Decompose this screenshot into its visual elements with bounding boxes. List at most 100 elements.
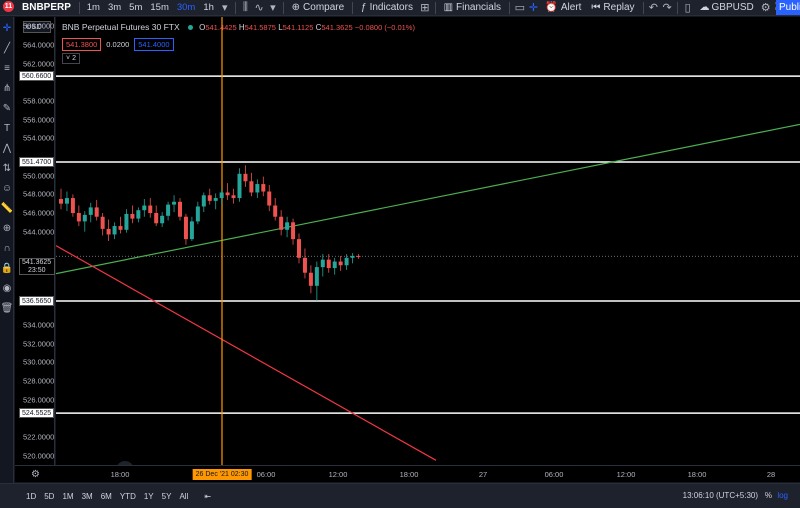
ask-price[interactable]: 541.4000 <box>134 38 174 51</box>
compare-symbol-button[interactable]: ☁ GBPUSD <box>695 0 759 15</box>
gear-icon[interactable]: ⚙ <box>15 465 56 482</box>
date-range-button[interactable]: 1Y <box>143 491 154 501</box>
chart-canvas[interactable] <box>56 17 800 465</box>
notification-badge[interactable]: 11 <box>3 0 14 12</box>
time-axis[interactable]: 18:00 06:00 12:00 18:00 27 06:00 12:00 18:00 28 … <box>56 465 800 482</box>
magnet-icon[interactable]: ∩ <box>3 243 11 254</box>
layout-icon[interactable]: ▭ <box>514 2 525 14</box>
currency-selector[interactable]: USD <box>23 21 51 33</box>
ruler-icon[interactable]: 📏 <box>0 203 14 214</box>
pitchfork-icon[interactable]: ⋔ <box>2 83 12 94</box>
open-label: O <box>199 23 206 32</box>
interval-button[interactable]: 30m <box>176 2 196 13</box>
bid-price[interactable]: 541.3800 <box>62 38 102 51</box>
date-range-button[interactable]: 6M <box>100 491 112 501</box>
candles-icon[interactable]: ⫼ <box>242 1 248 13</box>
date-range-button[interactable]: 5Y <box>161 491 172 501</box>
clock[interactable]: 13:06:10 (UTC+5:30) <box>682 491 758 500</box>
trash-icon[interactable]: 🗑 <box>0 303 14 314</box>
publish-button[interactable]: Publi <box>776 0 800 15</box>
shapes-icon[interactable]: ☺ <box>1 183 13 194</box>
log-scale-button[interactable]: log <box>777 491 788 500</box>
chart-style-icon[interactable]: ∿ <box>254 2 264 14</box>
candle-body <box>59 199 63 204</box>
interval-button[interactable]: 1m <box>86 2 100 13</box>
candle-body <box>142 205 147 211</box>
financials-button[interactable]: ▥ Financials <box>439 0 506 15</box>
time-tick-label: 06:00 <box>256 470 276 479</box>
date-range-button[interactable]: 5D <box>44 491 55 501</box>
zoom-in-icon[interactable]: ⊕ <box>2 223 12 234</box>
chevron-down-icon[interactable]: ▾ <box>222 2 228 14</box>
symbol-title[interactable]: BNB Perpetual Futures 30 FTX <box>62 22 180 32</box>
horizontal-level-label[interactable]: 536.5650 <box>19 296 55 307</box>
drawing-toolbar: ✛ ╱ ≡ ⋔ ✎ T ⋀ ⇅ ☺ 📏 ⊕ ∩ 🔒 ◉ 🗑 <box>0 17 14 492</box>
goto-date-icon[interactable]: ⇤ <box>204 491 212 501</box>
chevron-down-icon[interactable]: ▾ <box>270 2 276 14</box>
date-range-button[interactable]: YTD <box>119 491 136 501</box>
candle-body <box>154 213 159 224</box>
date-range-button[interactable]: 1D <box>26 491 37 501</box>
candle-body <box>308 272 313 286</box>
replay-button[interactable]: ⏮ Replay <box>586 0 639 15</box>
price-tick-label: 544.0000 <box>23 227 55 237</box>
low-label: L <box>278 23 283 32</box>
horizontal-level-label[interactable]: 524.5525 <box>19 408 55 419</box>
lock-icon[interactable]: 🔒 <box>0 263 14 274</box>
gear-icon[interactable]: ⚙ <box>760 2 771 14</box>
crosshair-icon[interactable]: ✛ <box>2 23 12 34</box>
trendline-green <box>56 123 800 275</box>
interval-button[interactable]: 5m <box>129 2 143 13</box>
toolbar-divider <box>642 1 644 14</box>
price-tick-label: 530.0000 <box>23 357 55 367</box>
date-range-button[interactable]: 3M <box>81 491 93 501</box>
indicators-button[interactable]: ƒ Indicators <box>356 0 418 15</box>
interval-button[interactable]: 1h <box>203 2 214 13</box>
text-icon[interactable]: T <box>3 123 11 134</box>
redo-icon[interactable]: ↷ <box>662 2 672 14</box>
layout-grid-icon[interactable]: ▯ <box>684 2 691 14</box>
candle-body <box>183 216 188 240</box>
interval-button[interactable]: 15m <box>150 2 169 13</box>
financials-icon: ▥ <box>443 2 454 13</box>
price-tick-label: 548.0000 <box>23 189 55 199</box>
templates-icon[interactable]: ⊞ <box>420 2 430 14</box>
time-tick-label: 18:00 <box>110 470 130 479</box>
undo-icon[interactable]: ↶ <box>648 2 658 14</box>
horizontal-lines-icon[interactable]: ≡ <box>4 63 10 74</box>
horizontal-level-label[interactable]: 551.4700 <box>19 156 55 167</box>
interval-button[interactable]: 3m <box>107 2 122 13</box>
price-axis[interactable]: USD 566.0000 564.0000 562.0000 558.0000 556.… <box>15 17 55 465</box>
price-tick-label: 526.0000 <box>23 395 55 405</box>
compare-button[interactable]: ⊕ Compare <box>287 0 350 15</box>
prediction-icon[interactable]: ⇅ <box>2 163 12 174</box>
candle-body <box>344 257 349 266</box>
date-range-button[interactable]: 1M <box>62 491 74 501</box>
horizontal-level-label[interactable]: 560.6600 <box>19 71 55 82</box>
plus-circle-icon: ⊕ <box>291 2 301 13</box>
percent-scale-button[interactable]: % <box>764 491 772 500</box>
candle-body <box>285 222 290 230</box>
candle-body <box>201 195 206 207</box>
candle-body <box>219 192 224 199</box>
candle-body <box>148 205 153 213</box>
symbol-search-button[interactable]: 11 BNBPERP <box>0 0 76 15</box>
pattern-icon[interactable]: ⋀ <box>2 143 12 154</box>
candle-body <box>225 192 230 196</box>
interval-group: 1m 3m 5m 15m 30m 1h <box>83 0 218 15</box>
brush-icon[interactable]: ✎ <box>2 103 12 114</box>
candle-body <box>160 215 165 224</box>
candle-body <box>326 259 331 269</box>
alert-button[interactable]: ⏰ Alert <box>540 0 586 15</box>
last-price-countdown: 23:50 <box>28 267 46 274</box>
chart-pane[interactable]: TV <box>56 17 800 479</box>
compare-label: Compare <box>303 2 345 13</box>
candle-body <box>243 173 248 182</box>
crosshair-icon[interactable]: ✛ <box>528 2 539 14</box>
indicators-collapse-button[interactable]: ˅ 2 <box>62 53 80 64</box>
time-cursor-label: 26 Dec '21 02:30 <box>192 469 252 480</box>
date-range-button[interactable]: All <box>179 491 189 501</box>
toolbar-divider <box>78 1 80 14</box>
eye-icon[interactable]: ◉ <box>2 283 12 294</box>
trendline-icon[interactable]: ╱ <box>3 43 11 54</box>
